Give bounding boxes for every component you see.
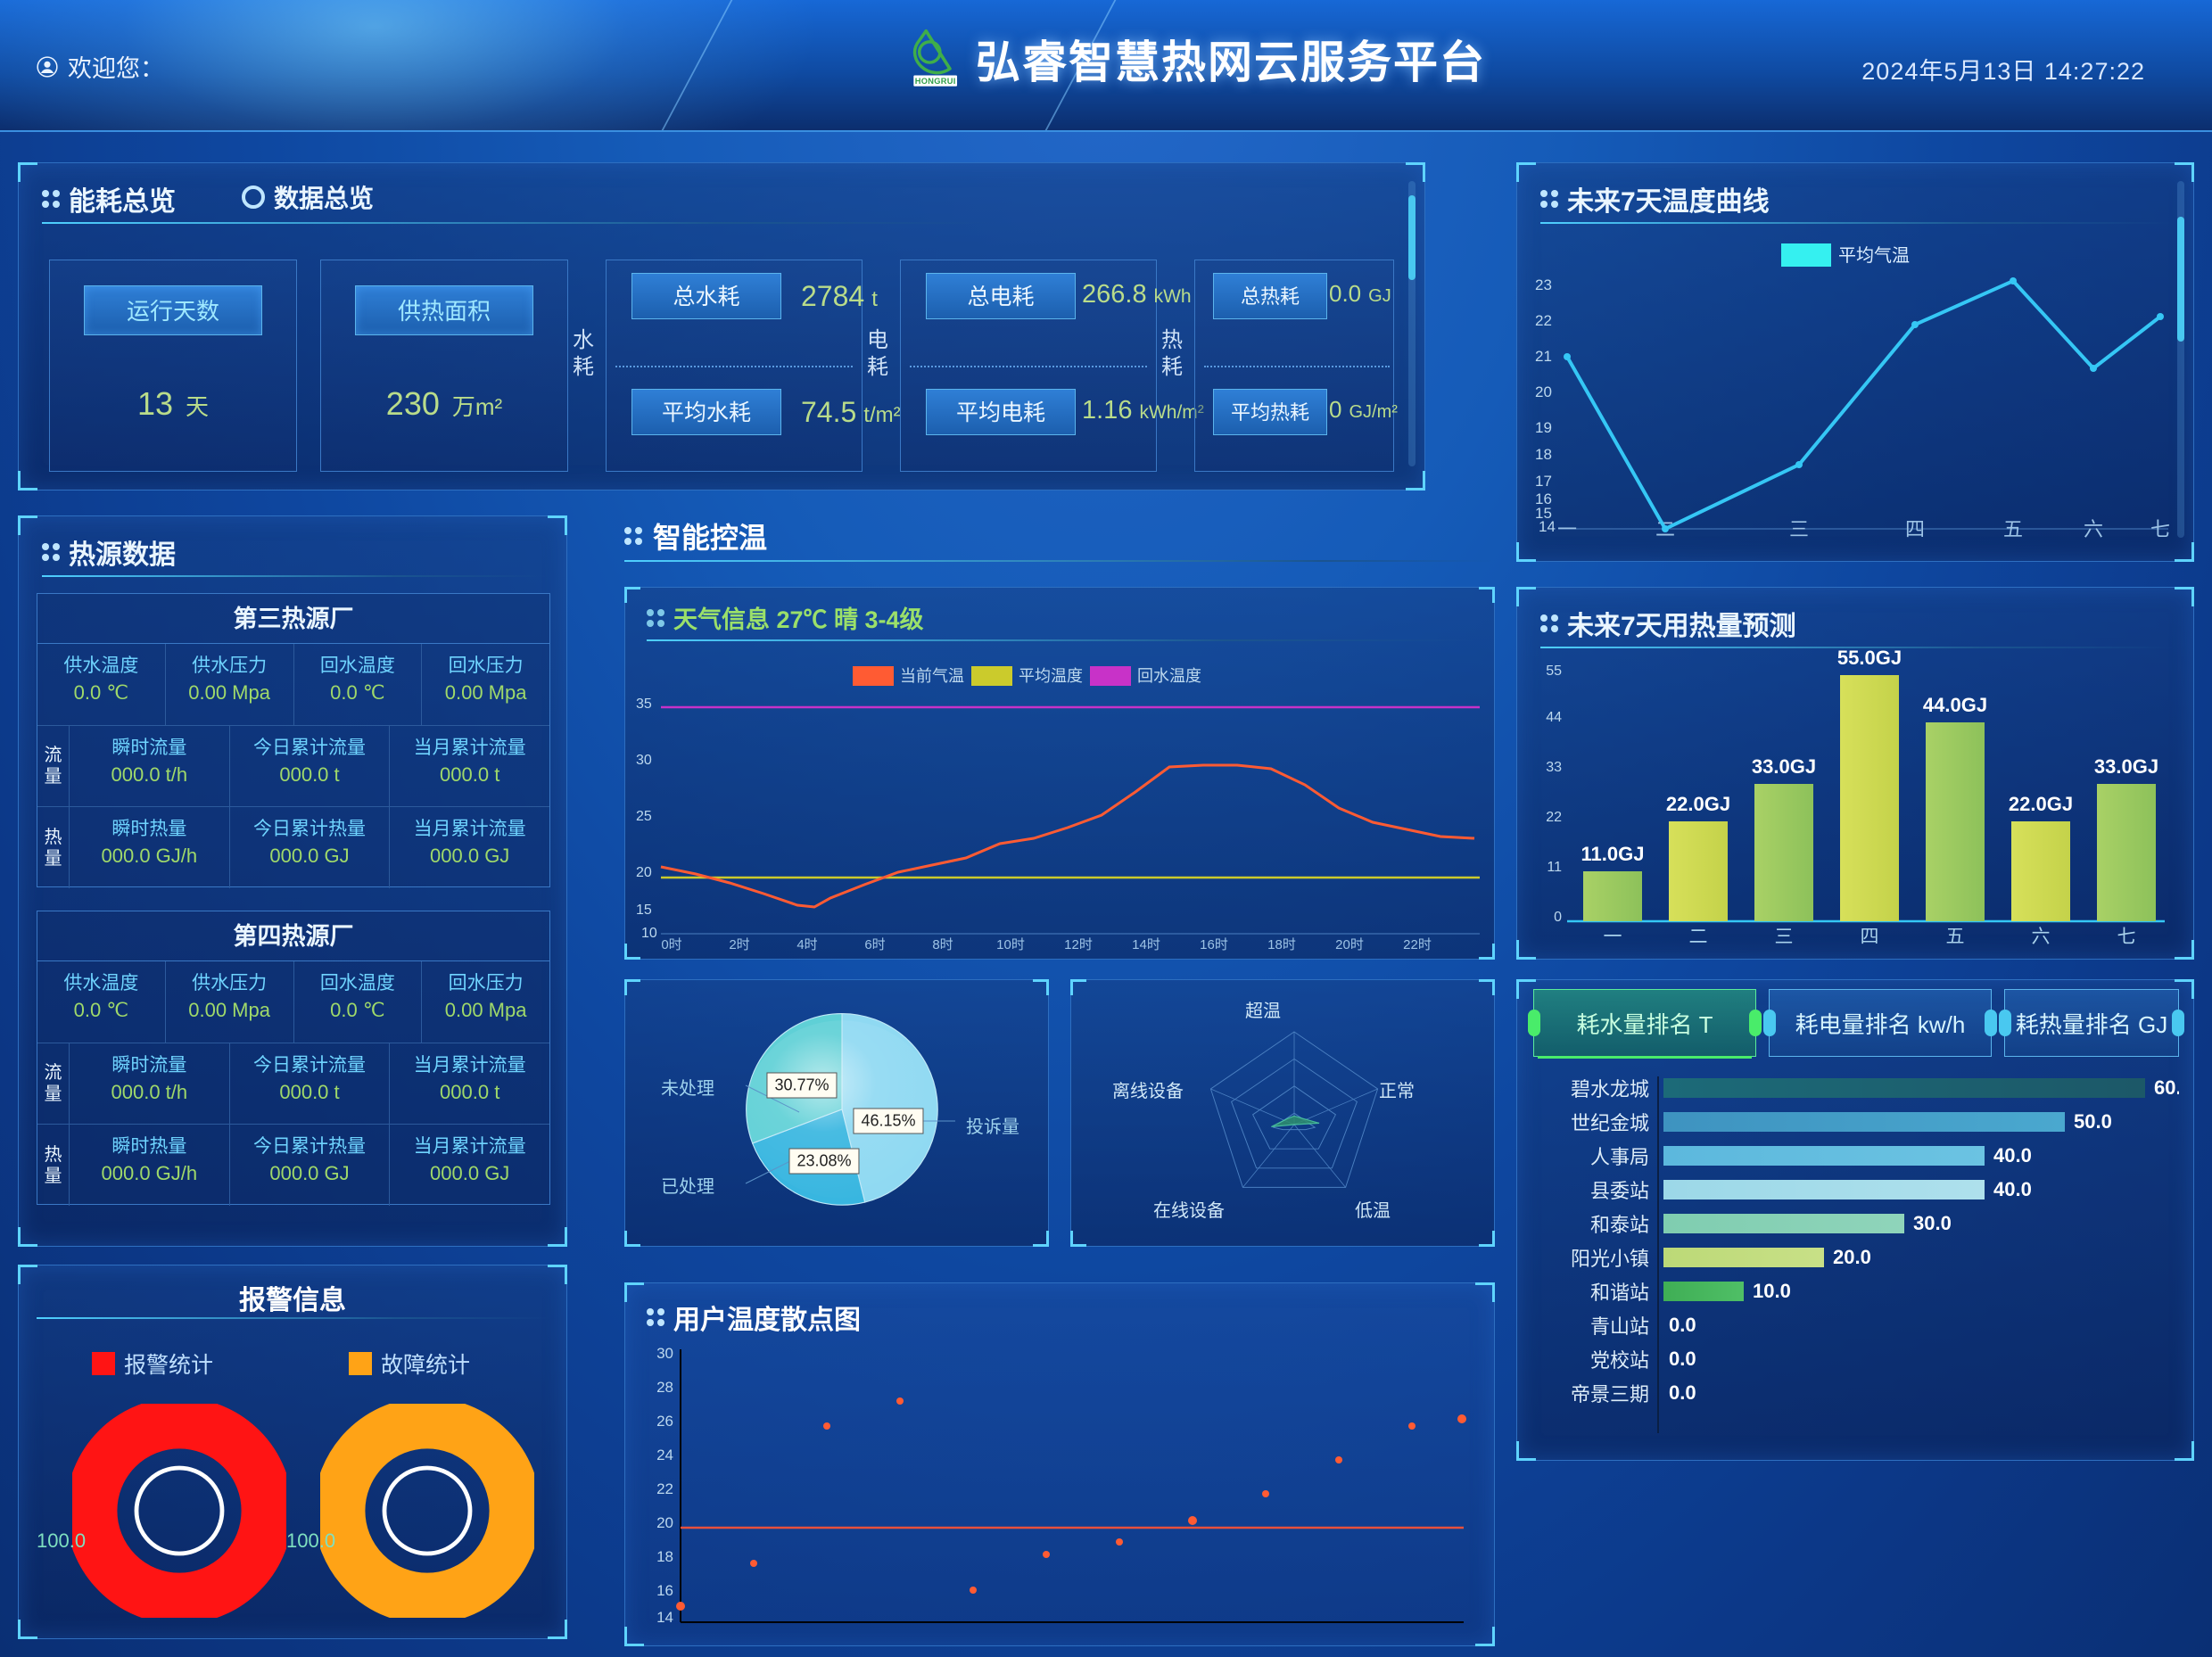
- svg-text:六: 六: [2084, 518, 2103, 538]
- svg-text:二: 二: [1689, 927, 1708, 947]
- svg-text:16时: 16时: [1200, 937, 1228, 952]
- svg-text:10: 10: [641, 926, 657, 941]
- svg-text:20: 20: [1535, 383, 1552, 400]
- svg-text:青山站: 青山站: [1590, 1315, 1649, 1338]
- svg-text:30: 30: [636, 753, 652, 768]
- svg-text:一: 一: [1604, 927, 1622, 947]
- svg-text:40.0: 40.0: [1993, 1178, 2032, 1200]
- svg-text:14: 14: [1539, 518, 1556, 535]
- svg-text:阳光小镇: 阳光小镇: [1571, 1248, 1649, 1270]
- svg-text:44: 44: [1546, 710, 1562, 725]
- svg-text:20.0: 20.0: [1833, 1246, 1871, 1268]
- svg-text:和泰站: 和泰站: [1590, 1214, 1649, 1236]
- svg-text:19: 19: [1535, 419, 1552, 436]
- svg-text:HONGRUI: HONGRUI: [915, 77, 956, 86]
- svg-text:18: 18: [656, 1548, 673, 1565]
- svg-text:12时: 12时: [1064, 937, 1093, 952]
- svg-text:18时: 18时: [1267, 937, 1296, 952]
- svg-text:一: 一: [1557, 518, 1577, 538]
- svg-text:18: 18: [1535, 446, 1552, 463]
- svg-text:23: 23: [1535, 276, 1552, 293]
- svg-text:21: 21: [1535, 348, 1552, 365]
- svg-text:22: 22: [1535, 312, 1552, 329]
- svg-text:17: 17: [1535, 473, 1552, 490]
- svg-text:30: 30: [656, 1345, 673, 1362]
- svg-text:当前气温: 当前气温: [900, 667, 964, 685]
- svg-text:50.0: 50.0: [2074, 1110, 2112, 1133]
- svg-text:60.: 60.: [2154, 1076, 2179, 1099]
- svg-text:14时: 14时: [1132, 937, 1160, 952]
- svg-text:15: 15: [636, 903, 652, 918]
- svg-text:四: 四: [1905, 518, 1925, 538]
- svg-text:七: 七: [2117, 927, 2136, 947]
- svg-text:14: 14: [656, 1609, 673, 1626]
- svg-text:四: 四: [1861, 927, 1879, 947]
- svg-text:55.0GJ: 55.0GJ: [1837, 647, 1902, 669]
- svg-text:三: 三: [1789, 518, 1809, 538]
- svg-text:22.0GJ: 22.0GJ: [1666, 793, 1730, 815]
- svg-text:33.0GJ: 33.0GJ: [1752, 755, 1816, 778]
- svg-text:35: 35: [636, 697, 652, 712]
- svg-text:30.0: 30.0: [1913, 1212, 1952, 1234]
- svg-text:16: 16: [656, 1582, 673, 1599]
- svg-text:2时: 2时: [729, 937, 749, 952]
- svg-text:0.0: 0.0: [1669, 1381, 1696, 1404]
- svg-text:4时: 4时: [796, 937, 817, 952]
- svg-text:和谐站: 和谐站: [1590, 1282, 1649, 1304]
- svg-text:22.0GJ: 22.0GJ: [2009, 793, 2073, 815]
- svg-text:28: 28: [656, 1379, 673, 1396]
- svg-text:0.0: 0.0: [1669, 1314, 1696, 1336]
- svg-text:平均温度: 平均温度: [1019, 667, 1083, 685]
- svg-text:55: 55: [1546, 664, 1562, 679]
- svg-text:帝景三期: 帝景三期: [1571, 1383, 1649, 1406]
- svg-text:44.0GJ: 44.0GJ: [1923, 694, 1987, 716]
- svg-text:人事局: 人事局: [1590, 1146, 1649, 1168]
- svg-text:8时: 8时: [932, 937, 953, 952]
- svg-text:20: 20: [636, 865, 652, 880]
- svg-text:22: 22: [1546, 810, 1562, 825]
- svg-text:11: 11: [1547, 860, 1562, 875]
- svg-text:七: 七: [2150, 518, 2170, 538]
- svg-text:22时: 22时: [1403, 937, 1432, 952]
- svg-text:世纪金城: 世纪金城: [1571, 1112, 1649, 1134]
- svg-text:10时: 10时: [996, 937, 1025, 952]
- svg-text:0时: 0时: [661, 937, 681, 952]
- svg-text:33: 33: [1546, 760, 1562, 775]
- svg-text:六: 六: [2032, 927, 2051, 947]
- svg-text:20时: 20时: [1335, 937, 1364, 952]
- svg-text:25: 25: [636, 809, 652, 824]
- svg-text:20: 20: [656, 1514, 673, 1531]
- svg-text:33.0GJ: 33.0GJ: [2094, 755, 2158, 778]
- svg-text:五: 五: [2003, 518, 2023, 538]
- svg-text:0: 0: [1554, 910, 1562, 925]
- svg-text:0.0: 0.0: [1669, 1348, 1696, 1370]
- svg-text:10.0: 10.0: [1753, 1280, 1791, 1302]
- svg-text:11.0GJ: 11.0GJ: [1581, 843, 1645, 865]
- svg-text:碧水龙城: 碧水龙城: [1571, 1078, 1649, 1101]
- svg-text:平均气温: 平均气温: [1838, 245, 1910, 266]
- svg-text:三: 三: [1775, 927, 1794, 947]
- svg-text:22: 22: [656, 1480, 673, 1497]
- svg-text:24: 24: [656, 1447, 673, 1463]
- svg-text:五: 五: [1946, 927, 1965, 947]
- svg-text:回水温度: 回水温度: [1137, 667, 1201, 685]
- svg-text:党校站: 党校站: [1590, 1349, 1649, 1372]
- svg-text:26: 26: [656, 1413, 673, 1430]
- svg-text:40.0: 40.0: [1993, 1144, 2032, 1166]
- svg-text:县委站: 县委站: [1590, 1180, 1649, 1202]
- svg-text:6时: 6时: [864, 937, 885, 952]
